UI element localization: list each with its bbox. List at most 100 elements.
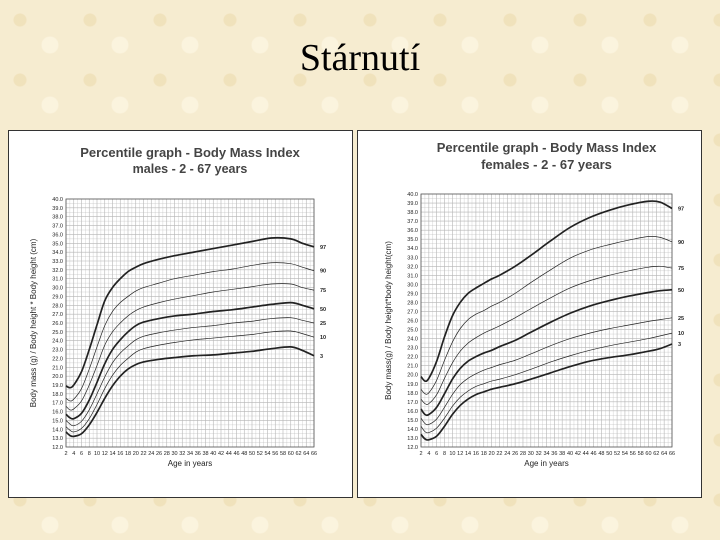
y-tick-label: 31.0	[52, 277, 63, 283]
y-tick-label: 20.0	[407, 373, 418, 379]
percentile-25-label: 25	[320, 321, 326, 327]
x-tick-label: 56	[630, 451, 636, 457]
percentile-50-label: 50	[320, 307, 326, 313]
grid	[65, 198, 315, 448]
x-tick-label: 40	[210, 451, 216, 457]
x-tick-label: 58	[280, 451, 286, 457]
x-tick-label: 14	[109, 451, 115, 457]
percentile-50-line	[420, 288, 673, 417]
y-tick-label: 25.0	[52, 330, 63, 336]
y-tick-label: 36.0	[52, 232, 63, 238]
percentile-25-label: 25	[678, 316, 684, 322]
x-tick-label: 18	[125, 451, 131, 457]
y-tick-label: 19.0	[407, 382, 418, 388]
percentile-3-label: 3	[320, 354, 323, 360]
chart-subtitle: females - 2 - 67 years	[481, 157, 612, 172]
bmi-chart-females: Percentile graph - Body Mass Index female…	[384, 140, 684, 468]
x-tick-label: 32	[536, 451, 542, 457]
x-tick-label: 18	[481, 451, 487, 457]
y-tick-label: 25.0	[407, 328, 418, 334]
x-tick-label: 56	[272, 451, 278, 457]
y-tick-label: 40.0	[407, 192, 418, 198]
bmi-chart-males: Percentile graph - Body Mass Index males …	[29, 145, 326, 468]
x-tick-label: 46	[233, 451, 239, 457]
y-tick-label: 38.0	[52, 215, 63, 221]
x-tick-label: 32	[179, 451, 185, 457]
x-tick-label: 64	[303, 451, 309, 457]
x-tick-label: 34	[187, 451, 193, 457]
y-tick-label: 14.0	[52, 427, 63, 433]
percentile-25-line	[420, 317, 673, 426]
y-tick-label: 17.0	[52, 401, 63, 407]
percentile-97-label: 97	[678, 206, 684, 212]
y-tick-label: 23.0	[407, 346, 418, 352]
x-tick-label: 36	[195, 451, 201, 457]
x-tick-label: 16	[117, 451, 123, 457]
y-tick-label: 18.0	[52, 392, 63, 398]
plot-frame	[420, 193, 673, 448]
x-tick-label: 54	[622, 451, 628, 457]
y-tick-label: 28.0	[407, 300, 418, 306]
x-tick-label: 44	[226, 451, 232, 457]
y-tick-label: 26.0	[52, 321, 63, 327]
x-tick-label: 54	[264, 451, 270, 457]
x-tick-label: 52	[257, 451, 263, 457]
y-tick-label: 24.0	[52, 339, 63, 345]
percentile-10-label: 10	[320, 335, 326, 341]
x-tick-label: 58	[638, 451, 644, 457]
x-tick-label: 60	[645, 451, 651, 457]
x-axis-label: Age in years	[168, 459, 212, 468]
x-tick-label: 46	[591, 451, 597, 457]
y-tick-label: 35.0	[407, 237, 418, 243]
y-tick-label: 27.0	[407, 309, 418, 315]
x-tick-label: 6	[80, 451, 83, 457]
x-tick-label: 48	[598, 451, 604, 457]
x-tick-label: 30	[528, 451, 534, 457]
slide-title: Stárnutí	[299, 37, 421, 79]
x-tick-label: 38	[559, 451, 565, 457]
x-tick-label: 62	[653, 451, 659, 457]
x-tick-label: 22	[496, 451, 502, 457]
x-tick-label: 66	[669, 451, 675, 457]
y-tick-label: 33.0	[407, 255, 418, 261]
x-tick-label: 8	[88, 451, 91, 457]
grid	[420, 193, 673, 448]
percentile-90-label: 90	[320, 269, 326, 275]
chart-title: Percentile graph - Body Mass Index	[80, 145, 300, 160]
x-tick-label: 40	[567, 451, 573, 457]
x-tick-label: 34	[543, 451, 549, 457]
x-tick-label: 42	[218, 451, 224, 457]
x-tick-label: 44	[583, 451, 589, 457]
x-tick-label: 64	[661, 451, 667, 457]
y-tick-label: 34.0	[407, 246, 418, 252]
y-tick-label: 27.0	[52, 312, 63, 318]
x-tick-label: 52	[614, 451, 620, 457]
y-axis-label: Body mass(g) / Body height*body height(c…	[384, 241, 393, 400]
x-tick-label: 38	[202, 451, 208, 457]
y-tick-label: 37.0	[52, 224, 63, 230]
x-tick-label: 28	[520, 451, 526, 457]
x-tick-label: 66	[311, 451, 317, 457]
x-tick-label: 4	[72, 451, 75, 457]
x-tick-label: 24	[504, 451, 510, 457]
percentile-10-label: 10	[678, 331, 684, 337]
x-tick-label: 12	[457, 451, 463, 457]
y-tick-label: 29.0	[52, 294, 63, 300]
percentile-3-label: 3	[678, 342, 681, 348]
y-tick-label: 31.0	[407, 273, 418, 279]
y-tick-label: 35.0	[52, 241, 63, 247]
x-tick-label: 14	[465, 451, 471, 457]
y-tick-label: 32.0	[407, 264, 418, 270]
y-tick-label: 12.0	[52, 445, 63, 451]
percentile-75-label: 75	[678, 266, 684, 272]
x-tick-label: 50	[249, 451, 255, 457]
x-tick-label: 30	[171, 451, 177, 457]
x-axis-label: Age in years	[524, 459, 568, 468]
y-tick-label: 20.0	[52, 374, 63, 380]
x-tick-label: 10	[449, 451, 455, 457]
percentile-75-line	[420, 265, 673, 405]
y-tick-label: 16.0	[52, 410, 63, 416]
x-tick-label: 6	[435, 451, 438, 457]
y-tick-label: 21.0	[407, 364, 418, 370]
x-tick-label: 26	[156, 451, 162, 457]
